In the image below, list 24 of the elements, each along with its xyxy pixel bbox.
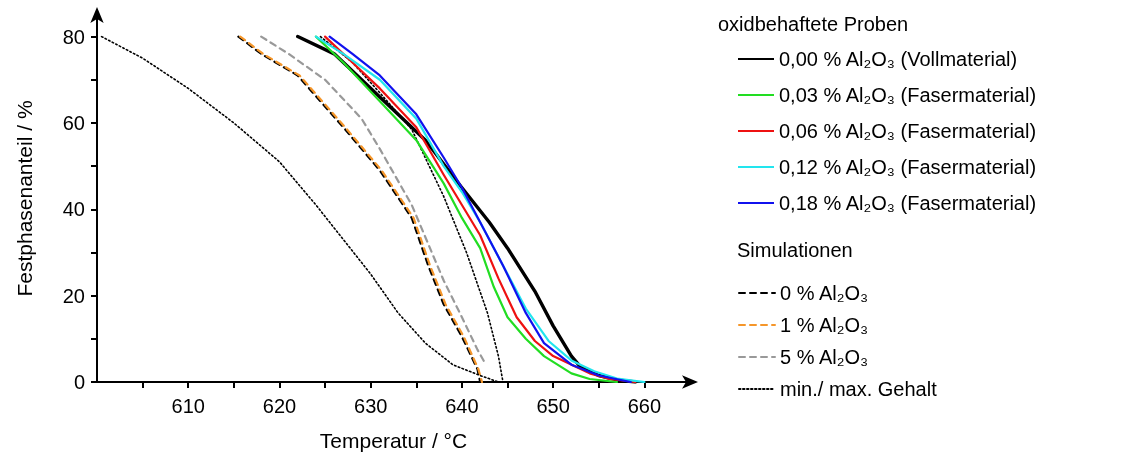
legend-label: 0 % Al₂O₃ xyxy=(780,282,869,304)
legend-title: oxidbehaftete Proben xyxy=(718,13,909,35)
y-tick-label: 40 xyxy=(62,198,85,221)
legend-label: 0,12 % Al₂O₃ (Fasermaterial) xyxy=(779,156,1037,178)
y-tick-label: 80 xyxy=(62,25,85,48)
legend-label: min./ max. Gehalt xyxy=(780,378,938,400)
text: Simulationen xyxy=(737,239,853,261)
legend-label: 0,03 % Al₂O₃ (Fasermaterial) xyxy=(779,84,1037,106)
legend-label: 0,00 % Al₂O₃ (Vollmaterial) xyxy=(779,48,1018,70)
legend-label: 1 % Al₂O₃ xyxy=(780,314,869,336)
x-tick-label: 650 xyxy=(536,395,570,417)
y-tick-label: 20 xyxy=(62,284,85,307)
x-tick-label: 620 xyxy=(262,395,297,417)
y-axis-title: Festphasenanteil / % xyxy=(13,100,36,297)
legend-label: 5 % Al₂O₃ xyxy=(780,346,869,368)
y-tick-label: 60 xyxy=(62,111,85,134)
y-tick-label: 0 xyxy=(73,371,85,393)
x-tick-label: 610 xyxy=(171,395,205,417)
x-axis-title: Temperatur / °C xyxy=(319,429,468,452)
legend-label: 0,18 % Al₂O₃ (Fasermaterial) xyxy=(779,192,1037,214)
x-tick-label: 640 xyxy=(445,395,479,417)
x-tick-label: 630 xyxy=(354,395,388,417)
legend-label: 0,06 % Al₂O₃ (Fasermaterial) xyxy=(779,120,1037,142)
x-tick-label: 660 xyxy=(627,395,662,417)
